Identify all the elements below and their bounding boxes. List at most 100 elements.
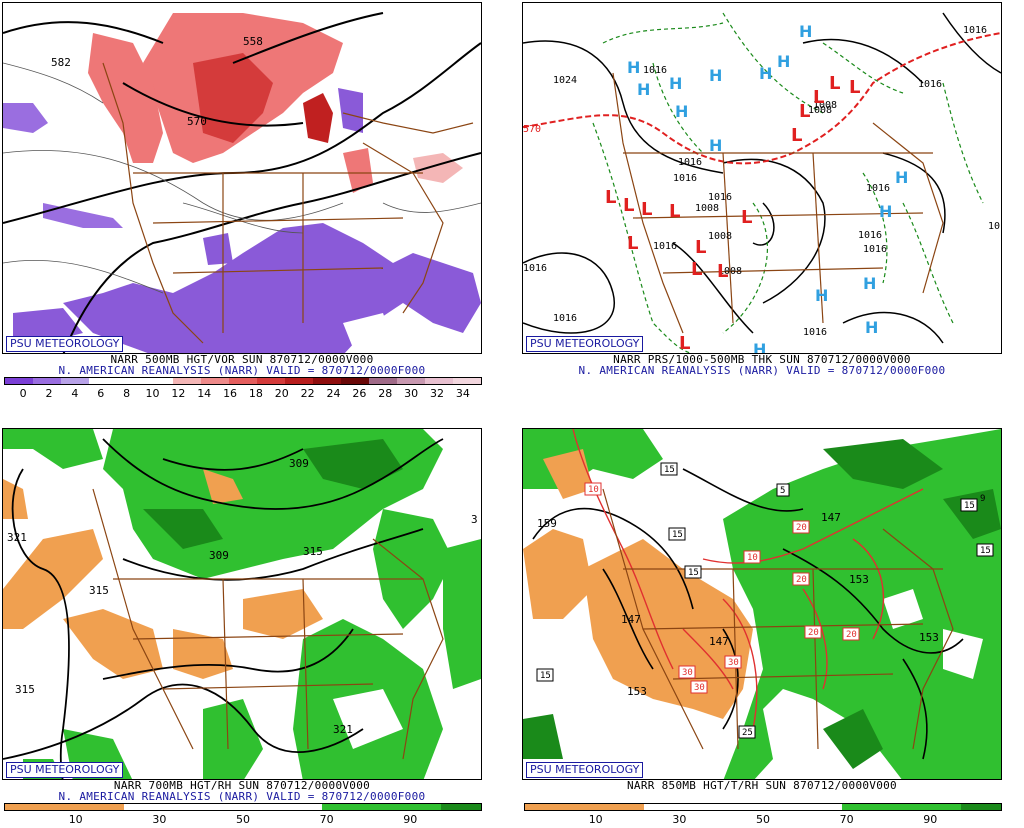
vorticity-max-area xyxy=(303,93,333,143)
colorbar-swatch xyxy=(723,804,764,810)
colorbar-swatch xyxy=(842,804,883,810)
colorbar-swatch xyxy=(44,804,85,810)
colorbar-label: 10 xyxy=(68,813,83,826)
low-pressure-marker: L xyxy=(679,333,690,354)
colorbar-label: 8 xyxy=(123,387,131,400)
isobar-label: 1008 xyxy=(808,105,832,116)
contour-label: 321 xyxy=(7,531,27,544)
contour-label: 582 xyxy=(51,56,71,69)
colorbar-swatch xyxy=(61,378,89,384)
dry-area xyxy=(543,449,593,499)
colorbar-swatch xyxy=(84,804,125,810)
moist-area xyxy=(203,699,263,779)
isobar-label: 1016 xyxy=(708,192,732,203)
moist-area xyxy=(303,439,403,489)
dry-area xyxy=(63,609,163,679)
temperature-box-label: 30 xyxy=(694,683,705,693)
contour-label: 315 xyxy=(89,584,109,597)
map-700mb-rh: 321 315 309 309 315 315 321 3 xyxy=(2,428,482,780)
vorticity-max-area xyxy=(88,33,163,163)
isobar-label: 1016 xyxy=(803,327,827,338)
low-pressure-marker: L xyxy=(799,101,810,122)
low-pressure-marker: L xyxy=(695,237,706,258)
colorbar-swatch xyxy=(229,378,257,384)
colorbar-swatch xyxy=(644,804,684,810)
colorbar-label: 22 xyxy=(300,387,315,400)
negative-vorticity-area xyxy=(343,313,393,348)
contour-label: 315 xyxy=(15,683,35,696)
temperature-box-label: 10 xyxy=(747,553,758,563)
moist-area xyxy=(333,689,403,749)
isobar-label: 1016 xyxy=(523,263,547,274)
colorbar xyxy=(4,377,482,385)
colorbar-label: 12 xyxy=(171,387,186,400)
panel-500mb-vorticity: 582 558 570 PSU METEOROLOGY NARR 500MB H… xyxy=(2,2,482,402)
contour-label: 147 xyxy=(821,511,841,524)
high-pressure-marker: H xyxy=(863,274,876,293)
height-box-label: 25 xyxy=(742,728,753,738)
map-850mb-temp-rh: 159 147 147 153 153 147 153 10 15 15 15 … xyxy=(522,428,1002,780)
panel-subtitle: N. AMERICAN REANALYSIS (NARR) VALID = 87… xyxy=(578,364,946,377)
height-box-label: 15 xyxy=(664,465,675,475)
colorbar-swatch xyxy=(285,378,313,384)
temperature-box-label: 10 xyxy=(588,485,599,495)
colorbar-swatch xyxy=(525,804,565,810)
high-pressure-marker: H xyxy=(637,80,650,99)
colorbar-label: 0 xyxy=(19,387,27,400)
low-pressure-marker: L xyxy=(741,207,752,228)
colorbar-swatch xyxy=(453,378,481,384)
contour-label: 147 xyxy=(709,635,729,648)
negative-vorticity-area xyxy=(203,233,233,265)
dry-area xyxy=(3,529,103,629)
contour-label: 315 xyxy=(303,545,323,558)
colorbar-swatch xyxy=(117,378,145,384)
colorbar-label: 50 xyxy=(236,813,250,826)
moist-area xyxy=(143,509,223,549)
dry-area xyxy=(173,629,233,679)
height-box-label: 15 xyxy=(540,671,551,681)
isobar-label: 10 xyxy=(988,221,1000,232)
low-pressure-marker: L xyxy=(627,233,638,254)
low-pressure-marker: L xyxy=(849,77,860,98)
high-pressure-marker: H xyxy=(815,286,828,305)
colorbar-label: 30 xyxy=(672,813,687,826)
height-box-label: 15 xyxy=(688,568,699,578)
colorbar-swatch xyxy=(802,804,843,810)
moist-area xyxy=(823,439,943,489)
colorbar-swatch xyxy=(683,804,724,810)
panel-title: NARR PRS/1000-500MB THK SUN 870712/0000V… xyxy=(613,353,911,366)
colorbar-label: 20 xyxy=(274,387,289,400)
colorbar-swatch xyxy=(604,804,645,810)
colorbar-swatch xyxy=(397,378,425,384)
colorbar-swatch xyxy=(243,804,283,810)
thickness-label: 570 xyxy=(523,124,541,135)
panel-subtitle: N. AMERICAN REANALYSIS (NARR) VALID = 87… xyxy=(58,790,426,803)
psu-meteorology-label: PSU METEOROLOGY xyxy=(6,336,124,352)
low-pressure-marker: L xyxy=(813,87,824,108)
isobar-label: 1016 xyxy=(918,79,942,90)
colorbar-label: 14 xyxy=(197,387,212,400)
colorbar-label: 30 xyxy=(152,813,167,826)
dry-area xyxy=(203,469,243,504)
colorbar-label: 10 xyxy=(588,813,603,826)
contour-label: 153 xyxy=(849,573,869,586)
contour-label: 159 xyxy=(537,517,557,530)
isobar-label: 1016 xyxy=(673,173,697,184)
high-pressure-marker: H xyxy=(799,22,812,41)
colorbar-swatch xyxy=(313,378,341,384)
panel-title: NARR 850MB HGT/T/RH SUN 870712/0000V000 xyxy=(627,779,897,792)
colorbar-swatch xyxy=(33,378,61,384)
colorbar-labels: 0 2 4 6 8 10 12 14 16 18 20 22 24 26 28 30 32 34 xyxy=(4,387,482,401)
contour-label: 321 xyxy=(333,723,353,736)
isobar-label: 1016 xyxy=(963,25,987,36)
low-pressure-marker: L xyxy=(623,195,634,216)
high-pressure-marker: H xyxy=(669,74,682,93)
colorbar-swatch xyxy=(882,804,922,810)
contour-label: 3 xyxy=(471,513,478,526)
isobar-label: 1016 xyxy=(643,65,667,76)
panel-pressure-thickness: 1024 1016 1016 1008 1016 1016 1016 1016 … xyxy=(522,2,1002,402)
colorbar-label: 10 xyxy=(145,387,160,400)
colorbar-swatch xyxy=(961,804,1002,810)
low-pressure-marker: L xyxy=(791,125,802,146)
colorbar-swatch xyxy=(257,378,285,384)
